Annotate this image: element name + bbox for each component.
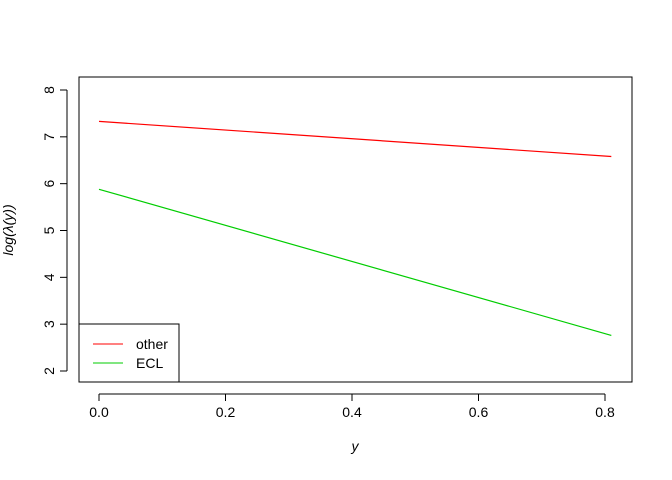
- y-axis: 2 3 4 5 6 7 8: [41, 86, 68, 375]
- x-tick-label: 0.2: [216, 404, 236, 420]
- y-tick-label: 5: [41, 226, 57, 234]
- x-tick-label: 0.4: [342, 404, 362, 420]
- x-axis-title: y: [351, 438, 360, 454]
- series-line-ecl: [98, 188, 612, 336]
- x-tick-label: 0.8: [595, 404, 615, 420]
- y-axis-title: log(λ(y)): [0, 204, 16, 255]
- y-tick-label: 7: [41, 133, 57, 141]
- legend-label-ecl: ECL: [136, 355, 163, 371]
- legend: other ECL: [78, 323, 180, 383]
- x-tick-label: 0.0: [89, 404, 109, 420]
- x-tick-label: 0.6: [469, 404, 489, 420]
- y-tick-label: 2: [41, 367, 57, 375]
- legend-label-other: other: [136, 336, 168, 352]
- plot-frame: [78, 76, 633, 383]
- series-line-other: [98, 120, 612, 158]
- y-tick-label: 6: [41, 180, 57, 188]
- legend-box: [78, 323, 180, 383]
- y-tick-label: 8: [41, 86, 57, 94]
- x-axis: 0.0 0.2 0.4 0.6 0.8: [89, 393, 615, 420]
- y-tick-label: 3: [41, 320, 57, 328]
- y-tick-label: 4: [41, 273, 57, 281]
- series-layer: [98, 120, 612, 336]
